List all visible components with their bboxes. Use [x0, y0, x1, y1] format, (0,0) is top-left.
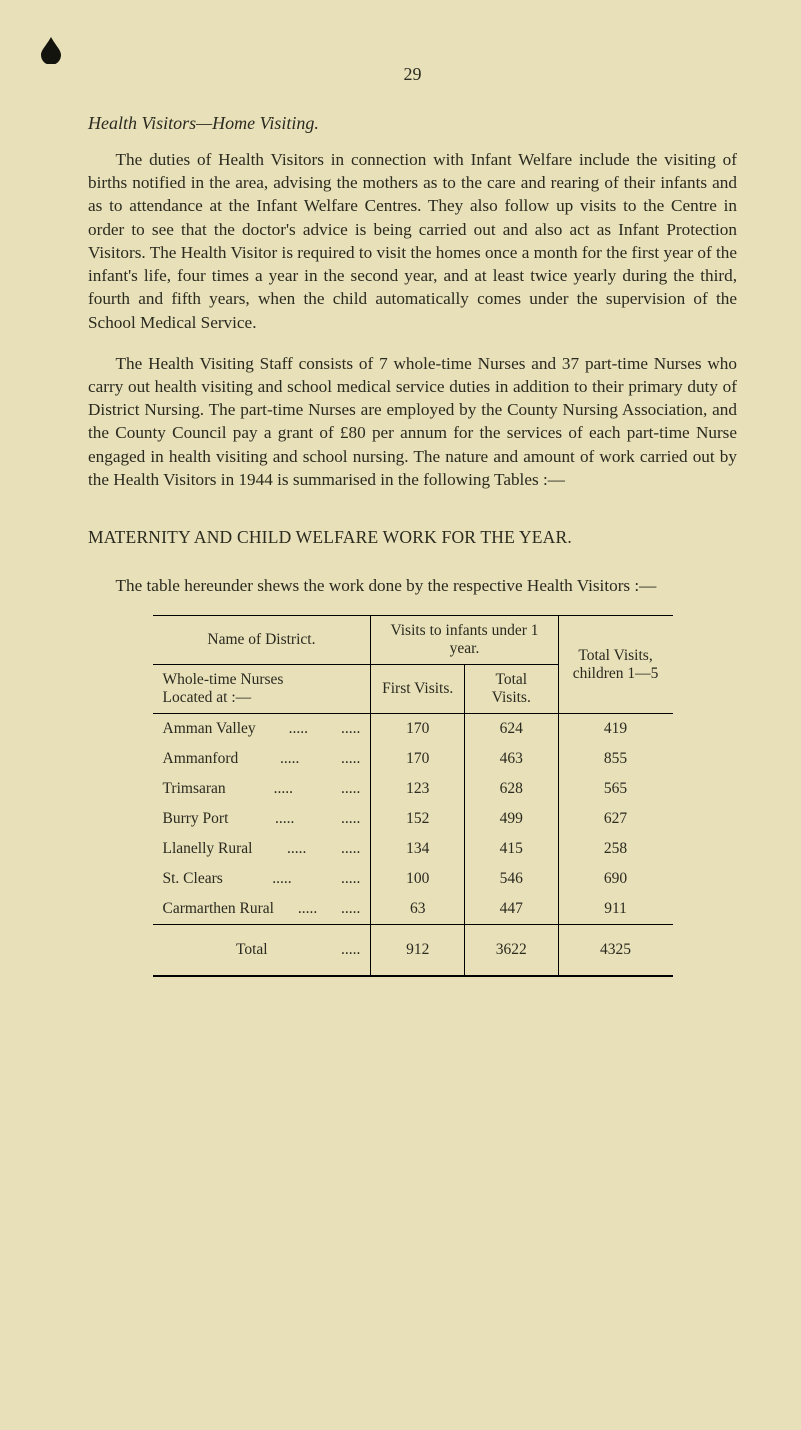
first-visits-cell: 134: [371, 834, 465, 864]
children-visits-cell: 565: [558, 774, 672, 804]
dots-icon: .....: [287, 840, 306, 858]
dots-icon: .....: [280, 750, 299, 768]
table-row: Llanelly Rural..........134415258: [153, 834, 673, 864]
table-row: Trimsaran..........123628565: [153, 774, 673, 804]
section-heading-maternity: MATERNITY AND CHILD WELFARE WORK FOR THE…: [88, 527, 737, 548]
district-name: Trimsaran: [163, 780, 226, 798]
district-cell: Carmarthen Rural..........: [153, 894, 371, 925]
table-row: Carmarthen Rural..........63447911: [153, 894, 673, 925]
paragraph-table-intro: The table hereunder shews the work done …: [88, 574, 737, 597]
total-visits-cell: 546: [464, 864, 558, 894]
droplet-icon: [40, 36, 62, 72]
col-header-visits-infants: Visits to infants under 1 year.: [371, 616, 558, 665]
dots-icon: .....: [341, 810, 360, 828]
col-header-total-visits: Total Visits.: [464, 665, 558, 714]
dots-icon: .....: [341, 900, 360, 918]
children-visits-cell: 627: [558, 804, 672, 834]
col-header-first-visits: First Visits.: [371, 665, 465, 714]
dots-icon: .....: [275, 810, 294, 828]
children-visits-cell: 419: [558, 714, 672, 745]
children-visits-cell: 855: [558, 744, 672, 774]
district-cell: Llanelly Rural..........: [153, 834, 371, 864]
first-visits-cell: 123: [371, 774, 465, 804]
first-visits-cell: 100: [371, 864, 465, 894]
district-cell: St. Clears..........: [153, 864, 371, 894]
district-name: Carmarthen Rural: [163, 900, 274, 918]
district-name: Ammanford: [163, 750, 239, 768]
dots-icon: .....: [298, 900, 317, 918]
dots-icon: .....: [341, 840, 360, 858]
total-visits-cell: 447: [464, 894, 558, 925]
children-visits-cell: 258: [558, 834, 672, 864]
total-visits-cell: 624: [464, 714, 558, 745]
dots-icon: .....: [272, 870, 291, 888]
first-visits-cell: 170: [371, 744, 465, 774]
children-visits-cell: 690: [558, 864, 672, 894]
first-visits-cell: 170: [371, 714, 465, 745]
dots-icon: .....: [274, 780, 293, 798]
district-name: Amman Valley: [163, 720, 256, 738]
dots-icon: .....: [341, 720, 360, 738]
first-visits-cell: 63: [371, 894, 465, 925]
district-name: Llanelly Rural: [163, 840, 253, 858]
table-row: Amman Valley..........170624419: [153, 714, 673, 745]
total-children-visits: 4325: [558, 925, 672, 977]
row-header-whole-time: Whole-time Nurses Located at :—: [153, 665, 371, 714]
total-total-visits: 3622: [464, 925, 558, 977]
district-cell: Burry Port..........: [153, 804, 371, 834]
paragraph-duties: The duties of Health Visitors in connect…: [88, 148, 737, 334]
health-visitors-table: Name of District. Visits to infants unde…: [153, 615, 673, 977]
total-visits-cell: 463: [464, 744, 558, 774]
col-header-total-children: Total Visits, children 1—5: [558, 616, 672, 714]
district-cell: Ammanford..........: [153, 744, 371, 774]
total-visits-cell: 499: [464, 804, 558, 834]
page-number: 29: [88, 64, 737, 85]
col-header-district: Name of District.: [153, 616, 371, 665]
table-row: St. Clears..........100546690: [153, 864, 673, 894]
dots-icon: .....: [341, 941, 360, 959]
district-name: St. Clears: [163, 870, 223, 888]
district-cell: Amman Valley..........: [153, 714, 371, 745]
total-label: Total: [236, 941, 268, 959]
total-first-visits: 912: [371, 925, 465, 977]
dots-icon: .....: [341, 750, 360, 768]
district-name: Burry Port: [163, 810, 229, 828]
total-visits-cell: 415: [464, 834, 558, 864]
table-row: Ammanford..........170463855: [153, 744, 673, 774]
dots-icon: .....: [289, 720, 308, 738]
district-cell: Trimsaran..........: [153, 774, 371, 804]
table-row: Burry Port..........152499627: [153, 804, 673, 834]
total-visits-cell: 628: [464, 774, 558, 804]
paragraph-staff: The Health Visiting Staff consists of 7 …: [88, 352, 737, 491]
first-visits-cell: 152: [371, 804, 465, 834]
total-row-label-cell: Total .....: [153, 925, 371, 977]
children-visits-cell: 911: [558, 894, 672, 925]
dots-icon: .....: [341, 780, 360, 798]
section-heading-home-visiting: Health Visitors—Home Visiting.: [88, 113, 737, 134]
dots-icon: .....: [341, 870, 360, 888]
